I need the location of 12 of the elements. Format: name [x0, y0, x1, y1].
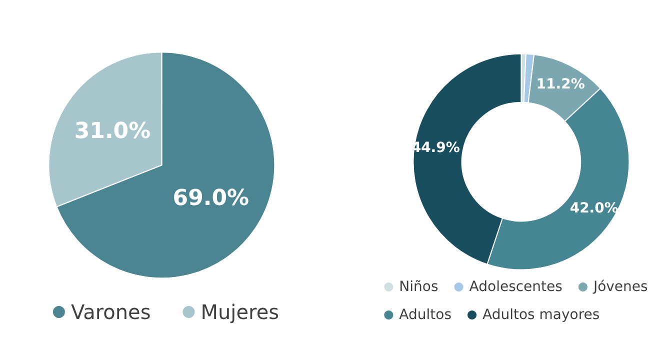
- legend-label: Mujeres: [200, 300, 280, 324]
- legend-label: Niños: [399, 279, 438, 295]
- data-label: 69.0%: [172, 186, 250, 212]
- legend-label: Jóvenes: [592, 279, 648, 295]
- data-label: 42.0%: [570, 200, 618, 217]
- data-label: 44.9%: [411, 140, 460, 156]
- legend-label: Adolescentes: [469, 279, 562, 295]
- legend-label: Adultos mayores: [482, 307, 600, 323]
- legend-label: Varones: [70, 300, 151, 324]
- data-label: 11.2%: [536, 76, 585, 93]
- legend-label: Adultos: [399, 307, 452, 323]
- data-label: 31.0%: [74, 119, 151, 144]
